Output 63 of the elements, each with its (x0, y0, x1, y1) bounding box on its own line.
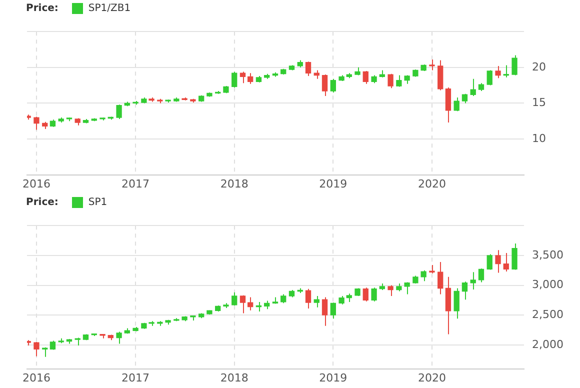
candlestick (232, 71, 238, 88)
candlestick (420, 270, 426, 282)
candlestick (330, 302, 336, 320)
legend-label: SP1/ZB1 (88, 3, 131, 14)
x-tick-label: 2019 (319, 371, 348, 384)
legend-title: Price: (26, 197, 58, 208)
candlestick (438, 60, 444, 91)
x-tick-label: 2017 (122, 371, 150, 384)
legend-label: SP1 (88, 197, 108, 208)
y-tick-label: 2,000 (532, 338, 564, 351)
x-tick-label: 2020 (418, 371, 446, 384)
candlestick (470, 78, 476, 97)
y-tick-label: 20 (532, 60, 546, 74)
candlestick (445, 276, 452, 335)
candlestick (322, 74, 328, 97)
candlestick (429, 59, 435, 71)
y-tick-label: 15 (532, 96, 546, 110)
candlestick (503, 252, 509, 272)
candlestick (388, 73, 394, 89)
y-tick-label: 2,500 (532, 308, 564, 321)
x-tick-label: 2019 (319, 177, 348, 190)
candlestick (305, 288, 312, 310)
candlestick (330, 78, 336, 93)
candlestick (240, 294, 246, 314)
candlestick (322, 296, 328, 326)
x-tick-label: 2018 (220, 371, 248, 384)
x-tick-label: 2018 (220, 177, 248, 190)
candlestick (247, 296, 254, 311)
candlestick (240, 71, 246, 84)
candlestick (232, 292, 238, 306)
candlestick (362, 70, 368, 84)
candlestick (495, 250, 501, 274)
candlestick (305, 61, 312, 76)
candlestick (371, 287, 377, 302)
candlestick (34, 341, 40, 357)
candlestick (462, 93, 468, 104)
candlestick (362, 287, 368, 302)
y-tick-label: 3,500 (532, 248, 564, 262)
candlestick (388, 284, 394, 297)
legend-title: Price: (26, 3, 58, 14)
candlestick (34, 116, 40, 130)
candlestick (486, 70, 492, 86)
x-tick-label: 2017 (122, 177, 150, 190)
y-tick-label: 3,000 (532, 278, 564, 292)
candlestick (512, 54, 518, 76)
candlestick (454, 96, 460, 112)
candlestick (438, 261, 444, 295)
candlestick (314, 296, 320, 308)
candlestick (454, 288, 460, 320)
candlestick (495, 65, 501, 79)
candlestick (116, 104, 122, 120)
x-tick-label: 2016 (22, 177, 50, 190)
candlestick (512, 243, 518, 270)
candlestick (462, 281, 468, 300)
candlestick (478, 268, 484, 283)
candlestick (445, 86, 452, 124)
candlestick (486, 254, 492, 270)
candlestick (247, 72, 254, 84)
x-tick-label: 2016 (22, 371, 50, 384)
candlestick (116, 331, 122, 344)
y-tick-label: 10 (532, 132, 546, 145)
x-tick-label: 2020 (418, 177, 446, 190)
candlestick (470, 272, 476, 290)
